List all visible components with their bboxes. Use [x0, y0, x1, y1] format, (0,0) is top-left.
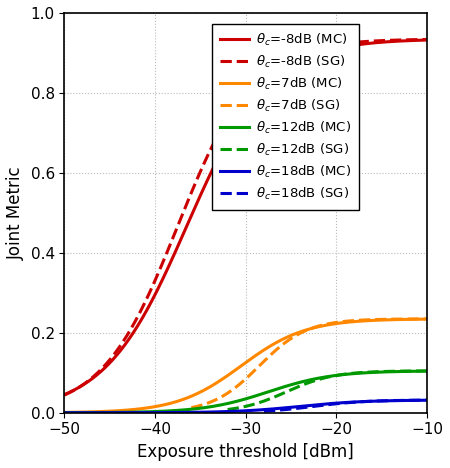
$\theta_c$=-8dB (SG)	[282, 57, 287, 63]
$\theta_c$=18dB (SG)	[424, 397, 430, 403]
Line: $\theta_c$=12dB (MC): $\theta_c$=12dB (MC)	[64, 371, 427, 413]
$\theta_c$=18dB (MC)	[272, 406, 278, 411]
$\theta_c$=7dB (MC)	[293, 331, 298, 336]
$\theta_c$=18dB (SG)	[402, 397, 407, 403]
$\theta_c$=12dB (SG)	[346, 371, 351, 376]
Line: $\theta_c$=12dB (SG): $\theta_c$=12dB (SG)	[228, 371, 427, 410]
$\theta_c$=12dB (SG)	[424, 368, 430, 374]
$\theta_c$=12dB (SG)	[237, 405, 243, 410]
Line: $\theta_c$=7dB (MC): $\theta_c$=7dB (MC)	[64, 319, 427, 412]
$\theta_c$=12dB (MC)	[272, 387, 278, 393]
$\theta_c$=12dB (SG)	[352, 370, 357, 376]
$\theta_c$=7dB (MC)	[374, 317, 379, 323]
$\theta_c$=7dB (MC)	[272, 341, 278, 346]
$\theta_c$=7dB (SG)	[325, 321, 331, 327]
$\theta_c$=7dB (SG)	[332, 320, 337, 326]
$\theta_c$=-8dB (SG)	[374, 38, 379, 44]
$\theta_c$=12dB (MC)	[282, 384, 287, 389]
$\theta_c$=12dB (SG)	[376, 369, 382, 374]
$\theta_c$=-8dB (MC)	[282, 68, 287, 73]
$\theta_c$=18dB (MC)	[293, 404, 298, 410]
$\theta_c$=18dB (SG)	[271, 408, 277, 413]
Y-axis label: Joint Metric: Joint Metric	[7, 166, 25, 260]
$\theta_c$=-8dB (SG)	[272, 63, 278, 68]
$\theta_c$=7dB (SG)	[189, 405, 194, 410]
Legend: $\theta_c$=-8dB (MC), $\theta_c$=-8dB (SG), $\theta_c$=7dB (MC), $\theta_c$=7dB : $\theta_c$=-8dB (MC), $\theta_c$=-8dB (S…	[212, 23, 359, 210]
$\theta_c$=12dB (MC)	[84, 410, 90, 416]
$\theta_c$=18dB (MC)	[84, 410, 90, 416]
$\theta_c$=-8dB (MC)	[374, 40, 379, 45]
$\theta_c$=-8dB (SG)	[62, 392, 67, 398]
$\theta_c$=7dB (MC)	[84, 409, 90, 415]
$\theta_c$=-8dB (MC)	[84, 380, 90, 385]
$\theta_c$=18dB (SG)	[261, 409, 266, 414]
$\theta_c$=7dB (SG)	[339, 319, 344, 324]
$\theta_c$=18dB (SG)	[365, 399, 370, 404]
$\theta_c$=-8dB (MC)	[424, 37, 430, 43]
$\theta_c$=-8dB (MC)	[293, 61, 298, 67]
$\theta_c$=-8dB (SG)	[424, 37, 430, 42]
$\theta_c$=18dB (MC)	[282, 405, 287, 411]
$\theta_c$=7dB (SG)	[392, 316, 397, 322]
$\theta_c$=12dB (MC)	[374, 369, 379, 375]
$\theta_c$=7dB (MC)	[337, 320, 342, 326]
$\theta_c$=18dB (SG)	[360, 399, 366, 404]
$\theta_c$=18dB (MC)	[374, 398, 379, 404]
$\theta_c$=12dB (SG)	[341, 372, 346, 377]
$\theta_c$=7dB (SG)	[424, 316, 430, 322]
$\theta_c$=12dB (SG)	[225, 407, 230, 412]
$\theta_c$=7dB (MC)	[62, 410, 67, 415]
$\theta_c$=12dB (MC)	[424, 368, 430, 374]
$\theta_c$=18dB (MC)	[337, 400, 342, 406]
$\theta_c$=12dB (MC)	[337, 372, 342, 378]
X-axis label: Exposure threshold [dBm]: Exposure threshold [dBm]	[137, 443, 354, 461]
Line: $\theta_c$=-8dB (SG): $\theta_c$=-8dB (SG)	[64, 39, 427, 395]
$\theta_c$=-8dB (MC)	[62, 392, 67, 397]
$\theta_c$=12dB (MC)	[293, 380, 298, 386]
Line: $\theta_c$=-8dB (MC): $\theta_c$=-8dB (MC)	[64, 40, 427, 395]
$\theta_c$=-8dB (SG)	[84, 379, 90, 385]
$\theta_c$=18dB (SG)	[356, 399, 361, 405]
Line: $\theta_c$=7dB (SG): $\theta_c$=7dB (SG)	[191, 319, 427, 408]
$\theta_c$=-8dB (SG)	[293, 52, 298, 58]
$\theta_c$=7dB (SG)	[203, 401, 208, 407]
$\theta_c$=12dB (MC)	[62, 410, 67, 416]
$\theta_c$=18dB (MC)	[62, 410, 67, 416]
$\theta_c$=7dB (MC)	[282, 336, 287, 341]
$\theta_c$=7dB (SG)	[368, 317, 373, 322]
$\theta_c$=18dB (SG)	[385, 398, 390, 403]
$\theta_c$=-8dB (MC)	[337, 45, 342, 51]
$\theta_c$=18dB (MC)	[424, 397, 430, 403]
$\theta_c$=-8dB (MC)	[272, 75, 278, 81]
Line: $\theta_c$=18dB (SG): $\theta_c$=18dB (SG)	[264, 400, 427, 411]
$\theta_c$=12dB (SG)	[396, 368, 402, 374]
$\theta_c$=7dB (MC)	[424, 316, 430, 322]
Line: $\theta_c$=18dB (MC): $\theta_c$=18dB (MC)	[64, 400, 427, 413]
$\theta_c$=-8dB (SG)	[337, 41, 342, 47]
